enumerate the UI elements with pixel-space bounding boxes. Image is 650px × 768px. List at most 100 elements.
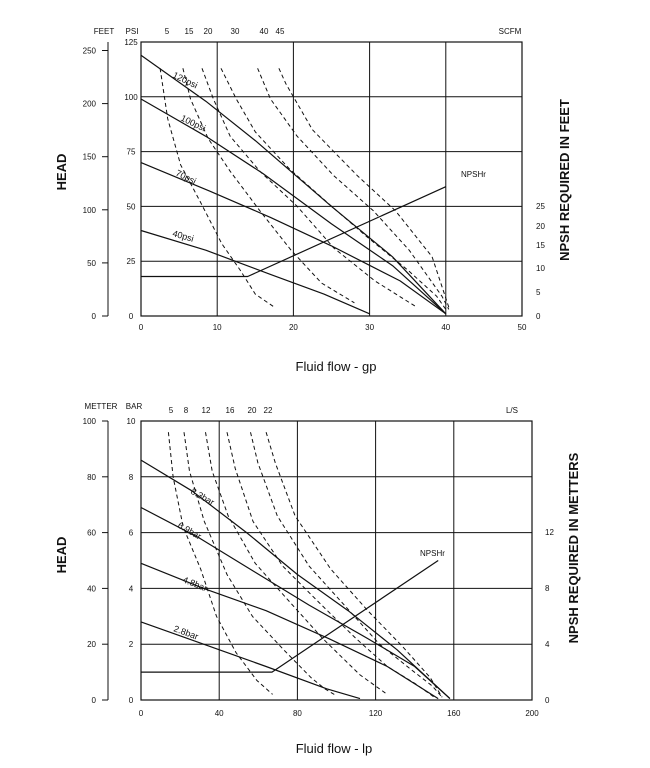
- meter-tick-label: 100: [83, 417, 97, 426]
- feet-tick-label: 0: [92, 312, 97, 321]
- series-label: 70psi: [174, 168, 198, 186]
- x-tick-label: 20: [289, 323, 298, 332]
- plot-frame: [140, 420, 533, 701]
- series-line-100psi: [140, 98, 447, 315]
- y-axis-title-left: HEAD: [54, 154, 69, 191]
- x-tick-label: 120: [369, 709, 383, 718]
- y-axis-title-right: NPSH REQUIRED IN METTERS: [566, 452, 581, 643]
- air-consumption-curve: [226, 432, 435, 698]
- x-tick-label: 0: [139, 709, 144, 718]
- air-tick-label: 30: [231, 27, 240, 36]
- psi-tick-label: 25: [127, 257, 136, 266]
- air-tick-label: 40: [260, 27, 269, 36]
- air-consumption-curve: [159, 68, 275, 308]
- bar-tick-label: 2: [129, 640, 134, 649]
- air-tick-label: 22: [264, 406, 273, 415]
- psi-tick-label: 0: [129, 312, 134, 321]
- series-line-83bar: [140, 459, 451, 700]
- air-tick-label: 20: [248, 406, 257, 415]
- air-tick-label: 20: [204, 27, 213, 36]
- x-tick-label: 80: [293, 709, 302, 718]
- x-tick-label: 40: [215, 709, 224, 718]
- series-line-120psi: [140, 54, 447, 315]
- npsh-label: NPSHr: [461, 170, 486, 179]
- series-label: 6.9bar: [176, 520, 203, 541]
- npsh-tick-label: 8: [545, 584, 550, 593]
- y-axis-title-right: NPSH REQUIRED IN FEET: [557, 99, 572, 261]
- x-axis-title: Fluid flow - gp: [296, 359, 377, 374]
- series-line-28bar: [140, 621, 361, 700]
- meter-tick-label: 0: [92, 696, 97, 705]
- air-tick-label: 15: [185, 27, 194, 36]
- npsh-tick-label: 15: [536, 241, 545, 250]
- feet-tick-label: 250: [83, 47, 97, 56]
- air-consumption-curve: [250, 432, 443, 698]
- air-consumption-curve: [167, 432, 273, 695]
- feet-tick-label: 150: [83, 153, 97, 162]
- air-consumption-curve: [265, 432, 443, 698]
- npsh-tick-label: 25: [536, 202, 545, 211]
- feet-unit-label: FEET: [94, 27, 115, 36]
- npsh-tick-label: 0: [545, 696, 550, 705]
- plot-frame: [140, 41, 523, 317]
- air-tick-label: 5: [169, 406, 174, 415]
- x-tick-label: 0: [139, 323, 144, 332]
- series-line-48bar: [140, 562, 439, 700]
- x-tick-label: 10: [213, 323, 222, 332]
- series-label: 4.8bar: [181, 575, 208, 594]
- air-tick-label: 16: [226, 406, 235, 415]
- npsh-label: NPSHr: [420, 549, 445, 558]
- feet-tick-label: 100: [83, 206, 97, 215]
- bar-tick-label: 8: [129, 473, 134, 482]
- feet-tick-label: 200: [83, 100, 97, 109]
- series-line-NPSHr: [141, 186, 447, 278]
- npsh-tick-label: 20: [536, 222, 545, 231]
- series-label: 40psi: [171, 228, 194, 244]
- psi-tick-label: 50: [127, 202, 136, 211]
- psi-unit-label: PSI: [126, 27, 139, 36]
- npsh-tick-label: 4: [545, 640, 550, 649]
- bar-tick-label: 6: [129, 529, 134, 538]
- series-line-NPSHr: [141, 560, 439, 673]
- air-consumption-curve: [278, 68, 450, 308]
- air-consumption-curve: [257, 68, 450, 310]
- air-tick-label: 8: [184, 406, 189, 415]
- series-line-69bar: [140, 506, 451, 700]
- air-tick-label: 45: [276, 27, 285, 36]
- meter-tick-label: 80: [87, 473, 96, 482]
- x-tick-label: 30: [365, 323, 374, 332]
- y-axis-title-left: HEAD: [54, 537, 69, 574]
- psi-tick-label: 100: [124, 93, 138, 102]
- bar-tick-label: 4: [129, 584, 134, 593]
- meter-unit-label: METTER: [85, 402, 118, 411]
- x-tick-label: 50: [518, 323, 527, 332]
- series-label: 8.3bar: [189, 486, 216, 507]
- series-line-40psi: [140, 229, 370, 315]
- ls-unit-label: L/S: [506, 406, 518, 415]
- air-consumption-curve: [183, 432, 337, 697]
- x-tick-label: 200: [525, 709, 539, 718]
- feet-tick-label: 50: [87, 259, 96, 268]
- meter-tick-label: 40: [87, 584, 96, 593]
- air-consumption-curve: [182, 68, 355, 304]
- npsh-tick-label: 5: [536, 288, 541, 297]
- psi-tick-label: 125: [124, 38, 138, 47]
- bar-unit-label: BAR: [126, 402, 143, 411]
- x-axis-title: Fluid flow - lp: [296, 741, 373, 756]
- bar-tick-label: 10: [127, 417, 136, 426]
- meter-tick-label: 60: [87, 529, 96, 538]
- series-label: 2.8bar: [172, 623, 199, 641]
- bar-tick-label: 0: [129, 696, 134, 705]
- x-tick-label: 160: [447, 709, 461, 718]
- npsh-tick-label: 12: [545, 528, 554, 537]
- psi-tick-label: 75: [127, 148, 136, 157]
- scfm-unit-label: SCFM: [499, 27, 522, 36]
- npsh-tick-label: 0: [536, 312, 541, 321]
- x-tick-label: 40: [441, 323, 450, 332]
- series-line-70psi: [140, 162, 447, 315]
- air-tick-label: 12: [202, 406, 211, 415]
- npsh-tick-label: 10: [536, 264, 545, 273]
- air-tick-label: 5: [165, 27, 170, 36]
- meter-tick-label: 20: [87, 640, 96, 649]
